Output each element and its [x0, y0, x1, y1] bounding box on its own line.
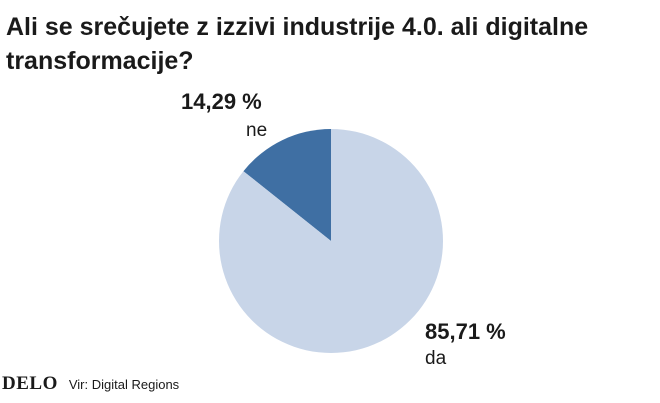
chart-title: Ali se srečujete z izzivi industrije 4.0…	[6, 13, 589, 75]
slice-label-ne: 14,29 % ne	[181, 89, 267, 141]
slice-value-label-da: 85,71 %	[425, 319, 506, 344]
pie-slice-ne	[243, 129, 331, 241]
slice-name-label-da: da	[425, 348, 447, 369]
pie-slices	[219, 129, 444, 353]
slice-label-da: 85,71 % da	[425, 319, 506, 369]
footer: DELO Vir: Digital Regions	[2, 373, 179, 395]
delo-logo: DELO	[2, 373, 58, 394]
slice-value-label-ne: 14,29 %	[181, 89, 262, 114]
slice-name-label-ne: ne	[246, 120, 267, 141]
pie-slice-da	[219, 129, 444, 353]
source-note: Vir: Digital Regions	[68, 376, 180, 392]
